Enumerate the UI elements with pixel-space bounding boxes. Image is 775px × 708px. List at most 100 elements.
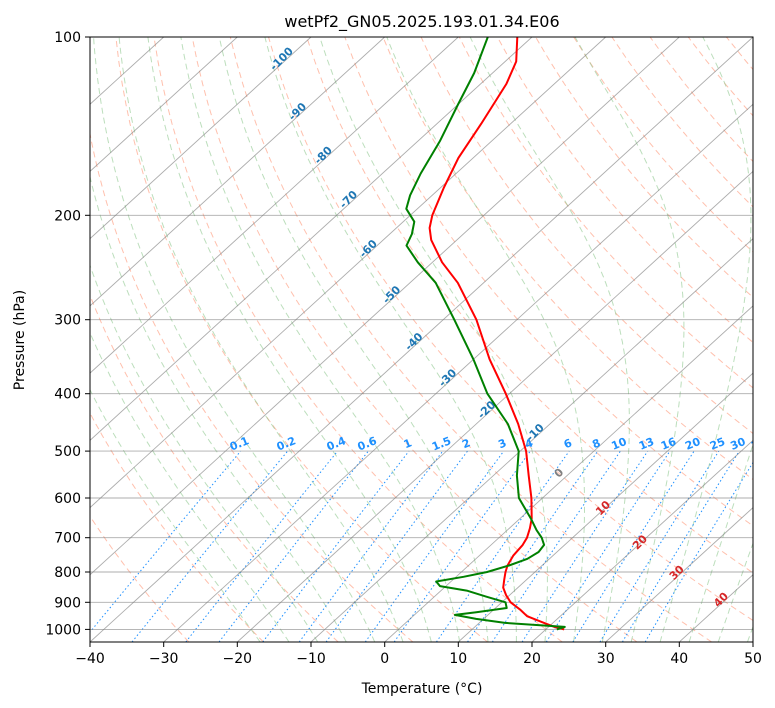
dry-adiabat (268, 37, 753, 622)
mixing-ratio-label: 16 (659, 435, 678, 453)
y-tick-label: 200 (54, 208, 81, 224)
y-axis-label: Pressure (hPa) (12, 290, 28, 390)
isotherm (90, 37, 607, 509)
moist-adiabat (469, 37, 630, 642)
mixing-ratio-label: 10 (610, 435, 629, 453)
mixing-ratio-label: 20 (683, 435, 702, 453)
mixing-ratio-line (262, 450, 410, 642)
moist-adiabat (90, 388, 261, 642)
mixing-ratio-label: 25 (708, 435, 727, 453)
moist-adiabat (319, 37, 548, 642)
x-tick-label: −10 (296, 651, 326, 667)
dewpoint-line (405, 37, 566, 631)
mixing-ratio-line (435, 450, 570, 642)
chart-title: wetPf2_GN05.2025.193.01.34.E06 (284, 12, 559, 32)
isobars (90, 37, 753, 630)
moist-adiabat (264, 37, 517, 642)
mixing-ratio-line (90, 450, 242, 633)
mixing-ratio-line (621, 450, 740, 642)
mixing-ratio-line (298, 450, 444, 642)
isotherm (531, 439, 753, 642)
mixing-ratio-label: 3 (496, 436, 508, 451)
moist-adiabat (90, 331, 290, 642)
x-tick-label: 10 (449, 651, 467, 667)
isotherm (605, 506, 753, 642)
moist-adiabat (147, 37, 432, 642)
isotherm (236, 170, 753, 642)
moist-adiabat (118, 37, 404, 642)
moist-adiabat (218, 37, 489, 642)
isotherm (90, 37, 680, 576)
mixing-ratio-line (325, 450, 468, 642)
mixing-ratio-label: 1 (402, 436, 414, 451)
y-tick-label: 600 (54, 491, 81, 507)
x-tick-label: 20 (523, 651, 541, 667)
isotherm (90, 37, 753, 642)
mixing-ratio-line (364, 450, 505, 642)
x-tick-label: 0 (380, 651, 389, 667)
x-axis-label: Temperature (°C) (361, 681, 483, 697)
y-tick-label: 400 (54, 387, 81, 403)
isotherm (163, 103, 753, 642)
y-tick-label: 900 (54, 595, 81, 611)
mixing-ratio-line (491, 450, 621, 642)
y-tick-label: 1000 (45, 622, 81, 638)
y-tick-label: 700 (54, 531, 81, 547)
x-tick-label: 40 (670, 651, 688, 667)
x-tick-label: 30 (597, 651, 615, 667)
plot-area: -100-90-80-70-60-50-40-30-20-100.1 0.2 0.4… (90, 37, 768, 642)
moist-adiabat (180, 37, 461, 642)
moist-adiabat (659, 37, 752, 642)
mixing-ratio-label: 36 (749, 435, 768, 453)
mixing-ratio-line (521, 450, 649, 642)
mixing-ratio-line (572, 450, 695, 642)
dry-adiabat (153, 37, 563, 642)
y-tick-label: 800 (54, 565, 81, 581)
mixing-ratio-label: 30 (728, 435, 747, 453)
dry-adiabat (90, 515, 190, 642)
x-tick-label: 50 (744, 651, 762, 667)
dry-adiabat (496, 37, 753, 344)
y-axis: 100 200 300 400 500 600 700 800 900 1000 (45, 30, 90, 638)
dry-adiabat (229, 37, 712, 642)
moist-adiabat (90, 174, 347, 642)
moist-adiabat (717, 541, 753, 642)
isotherm (457, 372, 753, 642)
mixing-ratio-line (185, 450, 338, 642)
isotherm (310, 238, 753, 642)
x-tick-label: −40 (75, 651, 105, 667)
y-tick-label: 100 (54, 30, 81, 46)
profiles (405, 37, 566, 631)
isotherm (90, 37, 312, 240)
moist-adiabats (90, 37, 753, 642)
x-axis: −40 −30 −20 −10 0 10 20 30 40 50 (75, 642, 762, 667)
dry-adiabat (382, 37, 753, 481)
x-tick-label: −30 (149, 651, 179, 667)
mixing-ratio-label: 8 (590, 436, 602, 451)
dry-adiabat (191, 37, 638, 642)
plot-frame (89, 36, 754, 643)
isotherm (384, 305, 753, 642)
y-tick-label: 500 (54, 444, 81, 460)
isotherm (90, 37, 533, 441)
y-tick-label: 300 (54, 313, 81, 329)
isotherms (90, 37, 753, 642)
dry-adiabat (115, 37, 488, 642)
mixing-ratio-line (467, 450, 599, 642)
moist-adiabat (574, 37, 685, 642)
dry-adiabat (90, 131, 414, 642)
x-tick-label: −20 (223, 651, 253, 667)
dry-adiabat (90, 412, 264, 642)
moist-adiabat (90, 264, 319, 642)
isotherm (90, 37, 459, 374)
mixing-ratio-line (545, 450, 671, 642)
mixing-ratio-line (131, 450, 288, 642)
mixing-ratio-label: 13 (637, 435, 656, 453)
temperature-line (428, 37, 565, 631)
dry-adiabat (535, 37, 753, 298)
moist-adiabat (93, 37, 376, 642)
mixing-ratio-label: 2 (460, 436, 472, 451)
isotherm (90, 37, 386, 307)
moist-adiabat (386, 37, 585, 642)
